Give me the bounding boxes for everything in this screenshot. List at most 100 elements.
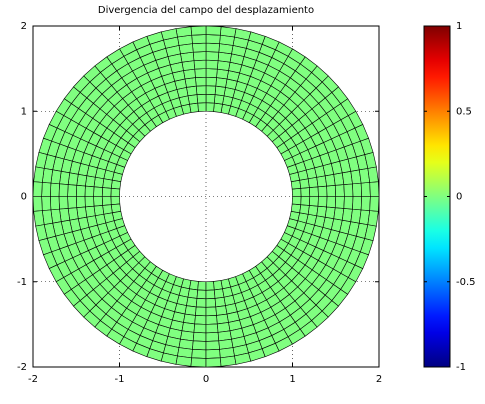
- mesh-cell: [316, 205, 327, 218]
- mesh-cell: [367, 166, 379, 183]
- mesh-cell: [85, 205, 96, 218]
- mesh-cell: [205, 42, 220, 53]
- chart-title: Divergencia del campo del desplazamiento: [98, 5, 314, 16]
- mesh-cell: [193, 323, 207, 334]
- mesh-cell: [307, 205, 319, 217]
- mesh-cell: [67, 196, 78, 209]
- mesh-cell: [110, 196, 121, 205]
- mesh-cell: [360, 196, 371, 211]
- mesh-cell: [196, 93, 207, 104]
- mesh-cell: [186, 85, 198, 97]
- mesh-cell: [214, 296, 226, 308]
- mesh-cell: [326, 196, 337, 208]
- mesh-cell: [101, 196, 112, 206]
- y-tick-label: 1: [21, 106, 27, 117]
- mesh-cell: [32, 181, 43, 197]
- mesh-cell: [41, 182, 52, 197]
- mesh-cell: [195, 76, 207, 87]
- mesh-cell: [195, 298, 207, 308]
- mesh-cell: [49, 182, 60, 197]
- y-tick-label: 0: [21, 192, 27, 203]
- mesh-cell: [84, 196, 95, 208]
- mesh-cell: [186, 296, 198, 308]
- mesh-cell: [352, 182, 363, 197]
- mesh-cell: [67, 184, 78, 197]
- mesh-cell: [187, 288, 199, 299]
- mesh-cell: [214, 85, 226, 97]
- mesh-cell: [205, 76, 217, 87]
- mesh-cell: [190, 25, 207, 36]
- mesh-cell: [192, 42, 207, 53]
- mesh-cell: [93, 205, 105, 217]
- mesh-cell: [205, 34, 221, 44]
- mesh-cell: [58, 183, 69, 197]
- mesh-cell: [309, 186, 319, 197]
- mesh-cell: [205, 289, 216, 300]
- mesh-cell: [334, 184, 345, 197]
- colorbar-tick-label: -0.5: [456, 277, 476, 288]
- mesh-cell: [360, 182, 371, 197]
- mesh-cell: [193, 59, 207, 70]
- mesh-cell: [110, 179, 122, 190]
- mesh-cell: [205, 93, 216, 104]
- mesh-cell: [205, 357, 222, 368]
- mesh-cell: [195, 85, 207, 95]
- mesh-cell: [175, 26, 193, 38]
- mesh-cell: [291, 196, 302, 205]
- mesh-cell: [192, 332, 207, 342]
- mesh-cell: [194, 68, 207, 78]
- mesh-cell: [84, 185, 95, 197]
- y-tick-label: 2: [21, 21, 27, 32]
- mesh-cell: [326, 185, 337, 197]
- mesh-cell: [213, 94, 225, 105]
- y-tick-label: -2: [17, 362, 27, 373]
- mesh-cell: [191, 34, 207, 44]
- mesh-cell: [49, 196, 60, 211]
- mesh-cell: [300, 187, 311, 197]
- mesh-cell: [197, 281, 207, 291]
- mesh-cell: [205, 25, 222, 36]
- mesh-cell: [309, 196, 319, 207]
- mesh-cell: [192, 51, 207, 61]
- mesh-cell: [205, 102, 215, 112]
- mesh-cell: [369, 181, 380, 197]
- mesh-cell: [33, 210, 45, 227]
- mesh-cell: [184, 77, 197, 88]
- mesh-cell: [352, 196, 363, 211]
- mesh-cell: [291, 188, 302, 197]
- mesh-cell: [307, 176, 319, 188]
- mesh-cell: [205, 323, 219, 334]
- mesh-cell: [205, 306, 217, 317]
- mesh-cell: [33, 166, 45, 183]
- mesh-cell: [317, 196, 328, 208]
- mesh-cell: [93, 186, 103, 197]
- mesh-cell: [41, 196, 52, 211]
- mesh-cell: [197, 102, 207, 112]
- mesh-cell: [101, 187, 112, 197]
- colorbar: [423, 25, 451, 368]
- mesh-cell: [110, 188, 121, 197]
- mesh-cell: [194, 315, 207, 325]
- x-tick-label: -1: [115, 374, 125, 385]
- mesh-cell: [75, 185, 86, 197]
- mesh-cell: [205, 59, 219, 70]
- mesh-cell: [369, 196, 380, 212]
- mesh-cell: [316, 175, 327, 188]
- x-tick-label: 1: [289, 374, 295, 385]
- mesh-cell: [102, 178, 113, 189]
- colorbar-tick-label: 1: [456, 21, 462, 32]
- mesh-cell: [219, 355, 237, 367]
- x-tick-label: -2: [28, 374, 38, 385]
- x-tick-label: 0: [203, 374, 209, 385]
- mesh-cell: [205, 332, 220, 342]
- mesh-cell: [184, 305, 197, 316]
- mesh-cell: [189, 280, 199, 291]
- mesh-cell: [300, 196, 311, 206]
- x-tick-label: 2: [376, 374, 382, 385]
- mesh-cell: [205, 51, 220, 61]
- mesh-cell: [343, 196, 354, 210]
- mesh-cell: [75, 196, 86, 208]
- mesh-cell: [58, 196, 69, 210]
- y-tick-label: -1: [17, 277, 27, 288]
